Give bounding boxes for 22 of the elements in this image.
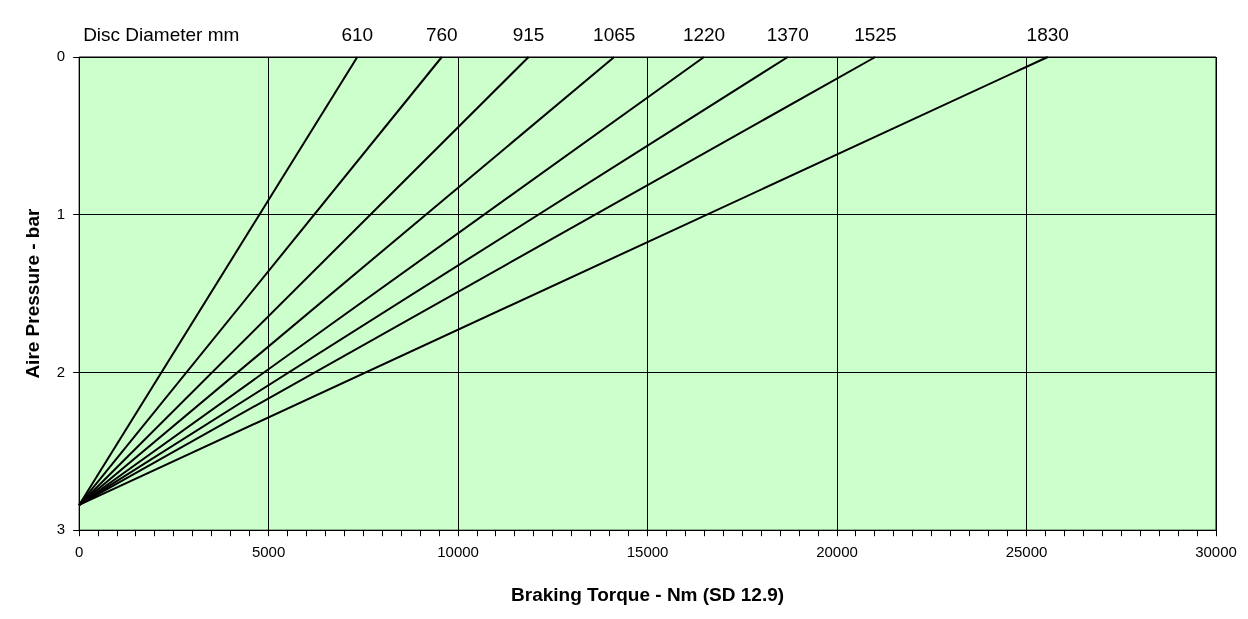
- series-label: 1370: [766, 23, 809, 45]
- y-tick-label: 2: [56, 362, 66, 380]
- x-tick-label: 25000: [1005, 543, 1048, 561]
- series-label: 760: [425, 23, 458, 45]
- y-tick-label: 1: [56, 204, 66, 222]
- x-tick-label: 15000: [626, 543, 669, 561]
- x-tick-label: 20000: [816, 543, 858, 561]
- x-tick-label: 5000: [251, 543, 286, 561]
- series-label: 610: [341, 23, 374, 45]
- series-label: 1065: [593, 23, 636, 45]
- y-tick-label: 3: [56, 520, 66, 538]
- x-tick-label: 30000: [1195, 543, 1237, 561]
- x-tick-label: 10000: [437, 543, 479, 561]
- x-tick-label: 0: [74, 543, 84, 561]
- series-label: 1220: [682, 23, 726, 45]
- y-axis-title: Aire Pressure - bar: [21, 207, 43, 379]
- series-label: 1830: [1026, 23, 1069, 45]
- x-axis-title: Braking Torque - Nm (SD 12.9): [511, 583, 785, 605]
- series-label: 915: [512, 23, 545, 45]
- y-tick-label: 0: [56, 47, 66, 65]
- series-label: 1525: [854, 23, 897, 45]
- text: Disc Diameter mm: [83, 23, 240, 45]
